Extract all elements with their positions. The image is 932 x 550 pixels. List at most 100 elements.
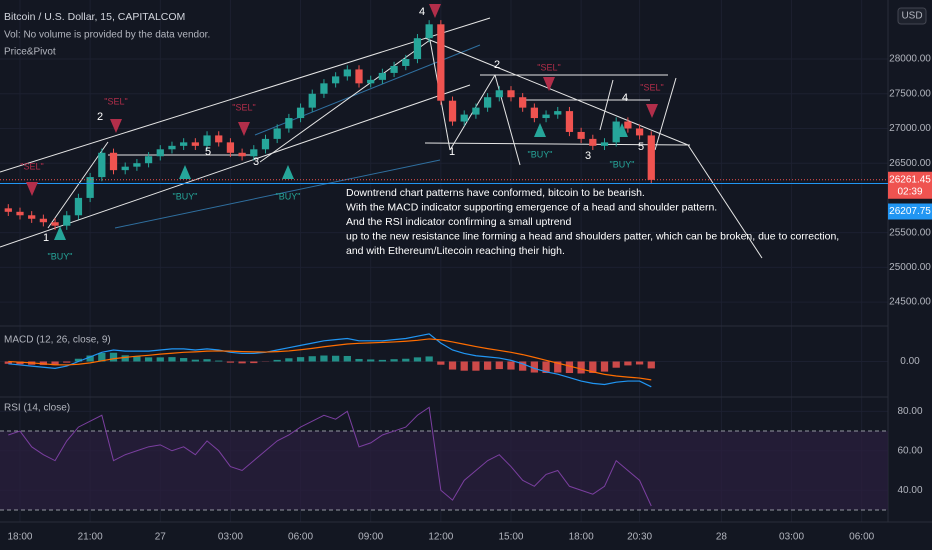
volume-note: Vol: No volume is provided by the data v…	[4, 30, 210, 41]
candle-body	[74, 197, 83, 216]
wave-label: 1	[449, 146, 455, 158]
annotation-line: Downtrend chart patterns have conformed,…	[346, 187, 645, 199]
sell-marker	[646, 104, 658, 118]
sell-label: "SEL"	[104, 96, 127, 106]
macd-histogram-bar	[215, 360, 223, 362]
candle-body	[413, 38, 422, 60]
x-tick-label: 06:00	[288, 532, 313, 543]
macd-histogram-bar	[565, 361, 574, 373]
annotation-line: And the RSI indicator confirming a small…	[346, 216, 571, 228]
buy-label: "BUY"	[610, 159, 635, 169]
macd-histogram-bar	[542, 361, 550, 373]
wave-label: 4	[419, 6, 425, 18]
macd-histogram-bar	[226, 361, 235, 363]
bid-tag	[888, 203, 932, 220]
macd-histogram-bar	[460, 361, 468, 371]
candle-body	[180, 142, 188, 146]
buy-marker	[179, 165, 191, 179]
candle-body	[437, 24, 445, 101]
macd-histogram-bar	[367, 359, 375, 362]
candle-body	[4, 208, 12, 212]
macd-histogram-bar	[156, 357, 164, 362]
buy-label: "BUY"	[528, 149, 553, 159]
candle-body	[308, 93, 316, 108]
candle-body	[28, 215, 36, 219]
candle-body	[215, 135, 223, 143]
candle-body	[460, 114, 468, 122]
candle-body	[121, 166, 129, 171]
macd-histogram-bar	[16, 361, 24, 365]
macd-histogram-bar	[74, 358, 83, 362]
candle-body	[261, 138, 270, 150]
candle-body	[378, 72, 387, 80]
candle-body	[39, 218, 47, 223]
macd-histogram-bar	[343, 355, 351, 362]
x-tick-label: 12:00	[428, 532, 453, 543]
rsi-line	[8, 406, 652, 507]
candle-body	[226, 142, 235, 153]
candle-body	[600, 142, 609, 146]
macd-histogram-bar	[507, 361, 515, 370]
macd-histogram-bar	[448, 361, 457, 370]
macd-histogram-bar	[612, 361, 620, 368]
macd-histogram-bar	[191, 359, 199, 362]
macd-histogram-bar	[144, 357, 153, 362]
y-tick-label: 25000.00	[889, 262, 931, 273]
macd-line	[8, 338, 652, 381]
x-tick-label: 15:00	[498, 532, 523, 543]
wave-label: 5	[205, 146, 211, 158]
candle-body	[133, 163, 141, 167]
macd-histogram-bar	[355, 358, 363, 362]
y-tick-label: 40.00	[897, 485, 922, 496]
macd-histogram-bar	[250, 361, 258, 364]
wave-label: 3	[253, 156, 259, 168]
macd-histogram-bar	[109, 352, 118, 362]
macd-histogram-bar	[495, 361, 503, 370]
currency-button[interactable]	[897, 7, 927, 25]
annotation-line: With the MACD indicator supporting emerg…	[346, 201, 717, 213]
macd-histogram-bar	[273, 359, 281, 362]
annotation-line: and with Ethereum/Litecoin reaching thei…	[346, 245, 565, 257]
wave-label: 3	[585, 150, 591, 162]
candle-body	[355, 69, 363, 84]
macd-histogram-bar	[530, 361, 538, 373]
last-price-tag	[888, 171, 932, 199]
candle-body	[425, 24, 433, 39]
y-tick-label: 80.00	[897, 406, 922, 417]
y-tick-label: 27500.00	[889, 88, 931, 99]
macd-histogram-bar	[635, 361, 644, 365]
buy-marker	[616, 123, 628, 137]
x-tick-label: 27	[155, 532, 167, 543]
candle-body	[332, 76, 340, 84]
macd-histogram-bar	[437, 361, 445, 365]
currency[interactable]: USD	[901, 11, 922, 22]
wave-label: 2	[494, 59, 500, 71]
sell-label: "SEL"	[537, 62, 560, 72]
macd-histogram-bar	[4, 361, 12, 364]
macd-histogram-bar	[308, 356, 316, 362]
sell-marker	[110, 119, 122, 133]
candle-body	[635, 128, 644, 136]
trend-lines	[0, 17, 763, 259]
sell-marker	[429, 4, 441, 18]
candle-body	[51, 222, 59, 226]
candle-body	[624, 121, 632, 129]
candle-body	[238, 152, 246, 157]
annotation-line: up to the new resistance line forming a …	[346, 230, 839, 242]
macd-histogram-bar	[332, 355, 340, 362]
candle-body	[577, 131, 585, 139]
candle-body	[63, 215, 71, 226]
candle-body	[495, 90, 503, 98]
candle-body	[320, 83, 328, 94]
macd-histogram-bar	[519, 361, 527, 371]
candle-body	[16, 211, 24, 216]
sell-label: "SEL"	[232, 102, 255, 112]
candle-body	[250, 149, 258, 157]
macd-histogram-bar	[425, 356, 433, 362]
x-tick-label: 20:30	[627, 532, 652, 543]
buy-label: "BUY"	[48, 251, 73, 261]
candle-body	[448, 100, 457, 122]
macd-histogram-bar	[378, 359, 387, 362]
chart-title: Bitcoin / U.S. Dollar, 15, CAPITALCOM	[4, 11, 185, 23]
macd-histogram-bar	[121, 355, 129, 362]
